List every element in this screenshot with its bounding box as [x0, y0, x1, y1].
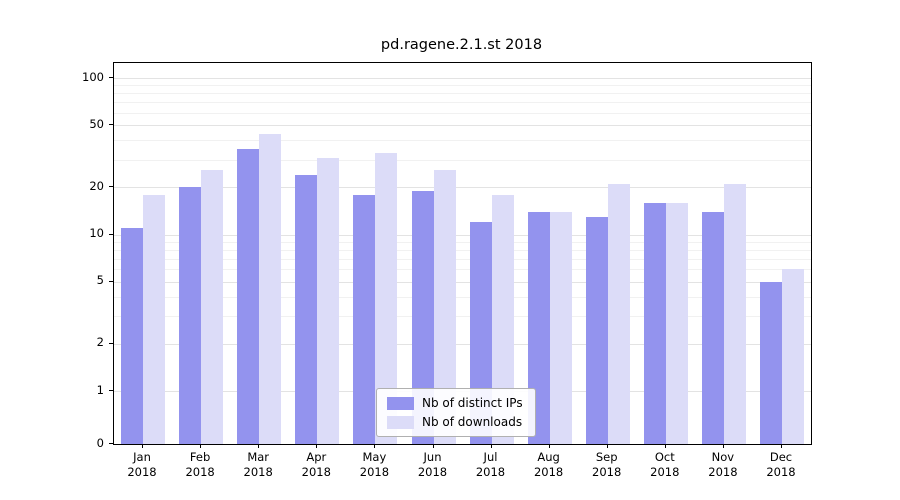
bar-nb-of-downloads-nov: [723, 184, 746, 444]
legend-item-distinct-ips: Nb of distinct IPs: [387, 396, 523, 410]
bar-nb-of-distinct-ips-oct: [643, 202, 666, 444]
bar-nb-of-distinct-ips-nov: [701, 211, 724, 444]
x-tick-mark-mar: [258, 444, 260, 448]
bar-nb-of-downloads-apr: [317, 157, 340, 444]
x-tick-mark-sep: [606, 444, 608, 448]
legend-label-downloads: Nb of downloads: [422, 415, 523, 429]
gridline-50: [114, 125, 811, 127]
x-tick-label-may: May 2018: [359, 450, 390, 479]
x-tick-label-aug: Aug 2018: [533, 450, 564, 479]
y-tick-mark-0: [109, 443, 113, 444]
y-tick-label-100: 100: [82, 69, 104, 84]
x-tick-label-jun: Jun 2018: [417, 450, 448, 479]
legend-label-distinct-ips: Nb of distinct IPs: [422, 396, 523, 410]
gridline-minor-4: [114, 296, 811, 298]
x-tick-label-sep: Sep 2018: [592, 450, 622, 479]
bar-nb-of-distinct-ips-jan: [121, 228, 143, 444]
gridline-20: [114, 187, 811, 189]
bar-nb-of-distinct-ips-jun: [411, 190, 434, 444]
x-tick-mark-aug: [548, 444, 550, 448]
legend-item-downloads: Nb of downloads: [387, 415, 523, 429]
y-tick-mark-2: [109, 342, 113, 344]
y-tick-mark-5: [109, 280, 113, 282]
x-tick-mark-apr: [316, 444, 318, 448]
gridline-minor-70: [114, 102, 811, 104]
bar-nb-of-downloads-jan: [143, 194, 165, 444]
bar-nb-of-distinct-ips-sep: [585, 216, 608, 444]
x-tick-label-jan: Jan 2018: [127, 450, 157, 479]
y-tick-label-20: 20: [89, 178, 104, 193]
bar-nb-of-downloads-may: [375, 153, 398, 444]
y-tick-label-5: 5: [96, 273, 104, 288]
bar-nb-of-downloads-oct: [665, 202, 688, 444]
x-tick-mark-dec: [781, 444, 782, 448]
legend-swatch-downloads: [387, 415, 414, 429]
chart-title: pd.ragene.2.1.st 2018: [380, 37, 543, 53]
bar-nb-of-downloads-feb: [201, 169, 224, 444]
y-tick-label-0: 0: [96, 435, 104, 450]
gridline-minor-80: [114, 93, 811, 95]
bar-nb-of-distinct-ips-dec: [760, 281, 782, 444]
bar-nb-of-downloads-jul: [491, 194, 514, 444]
y-tick-label-50: 50: [89, 116, 104, 131]
x-tick-mark-feb: [200, 444, 202, 448]
bar-nb-of-distinct-ips-aug: [527, 211, 550, 444]
y-tick-mark-50: [109, 124, 113, 126]
gridline-minor-6: [114, 269, 811, 271]
x-tick-mark-nov: [722, 444, 724, 448]
bar-nb-of-distinct-ips-mar: [237, 149, 260, 444]
bar-nb-of-downloads-mar: [259, 133, 282, 444]
x-tick-label-apr: Apr 2018: [301, 450, 331, 479]
x-tick-label-jul: Jul 2018: [475, 450, 506, 479]
x-tick-label-feb: Feb 2018: [185, 450, 215, 479]
gridline-minor-60: [114, 112, 811, 114]
bar-nb-of-downloads-sep: [607, 184, 630, 444]
gridline-2: [114, 343, 811, 345]
gridline-10: [114, 234, 811, 236]
bar-nb-of-downloads-jun: [433, 169, 456, 444]
gridline-minor-30: [114, 159, 811, 161]
gridline-minor-8: [114, 249, 811, 251]
y-tick-mark-20: [109, 186, 113, 188]
gridline-minor-90: [114, 85, 811, 87]
y-tick-label-1: 1: [96, 382, 104, 397]
x-tick-mark-jun: [432, 444, 434, 448]
bar-nb-of-distinct-ips-apr: [295, 175, 318, 444]
plot-area: [113, 62, 812, 445]
bar-nb-of-downloads-dec: [782, 269, 804, 444]
legend: Nb of distinct IPs Nb of downloads: [376, 388, 536, 437]
gridline-minor-3: [114, 316, 811, 318]
bar-nb-of-distinct-ips-may: [353, 194, 376, 444]
gridline-minor-7: [114, 258, 811, 260]
x-tick-label-dec: Dec 2018: [766, 450, 796, 479]
bar-nb-of-distinct-ips-feb: [179, 187, 202, 444]
x-tick-mark-jul: [490, 444, 492, 448]
x-tick-label-mar: Mar 2018: [243, 450, 273, 479]
x-tick-label-oct: Oct 2018: [650, 450, 680, 479]
bar-nb-of-downloads-aug: [549, 211, 572, 444]
x-tick-mark-oct: [664, 444, 666, 448]
gridline-5: [114, 281, 811, 283]
y-tick-mark-1: [109, 390, 113, 391]
x-tick-mark-jan: [142, 444, 143, 448]
y-tick-mark-100: [109, 77, 113, 78]
gridline-100: [114, 78, 811, 79]
y-tick-label-2: 2: [96, 335, 104, 350]
y-tick-mark-10: [109, 233, 113, 235]
y-tick-label-10: 10: [89, 226, 104, 240]
x-tick-mark-may: [374, 444, 376, 448]
gridline-minor-9: [114, 241, 811, 243]
x-tick-label-nov: Nov 2018: [708, 450, 738, 479]
legend-swatch-distinct-ips: [387, 396, 414, 410]
gridline-minor-40: [114, 140, 811, 142]
